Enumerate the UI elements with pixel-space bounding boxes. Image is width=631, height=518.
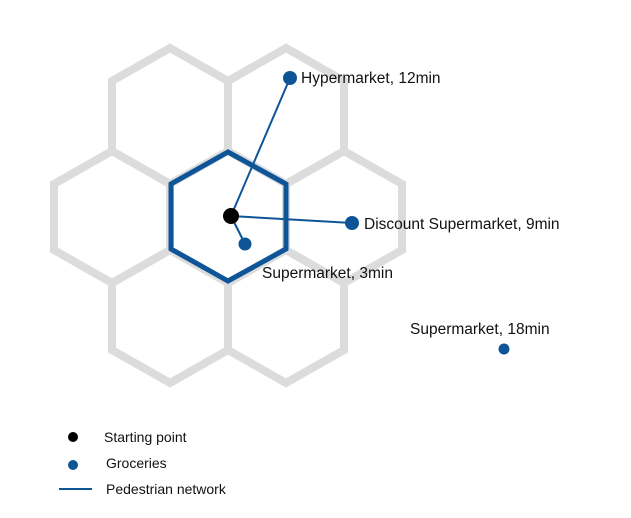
label-supermarket-near: Supermarket, 3min xyxy=(262,265,393,282)
label-hypermarket: Hypermarket, 12min xyxy=(301,70,441,87)
link-discount-supermarket xyxy=(230,215,353,224)
legend-groceries-icon xyxy=(68,460,78,470)
legend-groceries-label: Groceries xyxy=(106,455,167,471)
grocery-dot-supermarket-far xyxy=(498,343,510,355)
legend-starting-point-label: Starting point xyxy=(104,429,187,445)
link-hypermarket xyxy=(230,77,291,217)
grocery-dot-discount-supermarket xyxy=(345,216,359,230)
label-supermarket-far: Supermarket, 18min xyxy=(410,321,550,338)
legend-starting-point-icon xyxy=(68,432,78,442)
starting-point-dot xyxy=(223,208,239,224)
legend-network-label: Pedestrian network xyxy=(106,481,227,497)
legend: Starting point Groceries Pedestrian netw… xyxy=(59,429,227,497)
grocery-dot-hypermarket xyxy=(283,71,297,85)
central-hexagon xyxy=(168,149,289,284)
label-discount-supermarket: Discount Supermarket, 9min xyxy=(364,216,560,233)
grocery-dot-supermarket-near xyxy=(238,237,252,251)
